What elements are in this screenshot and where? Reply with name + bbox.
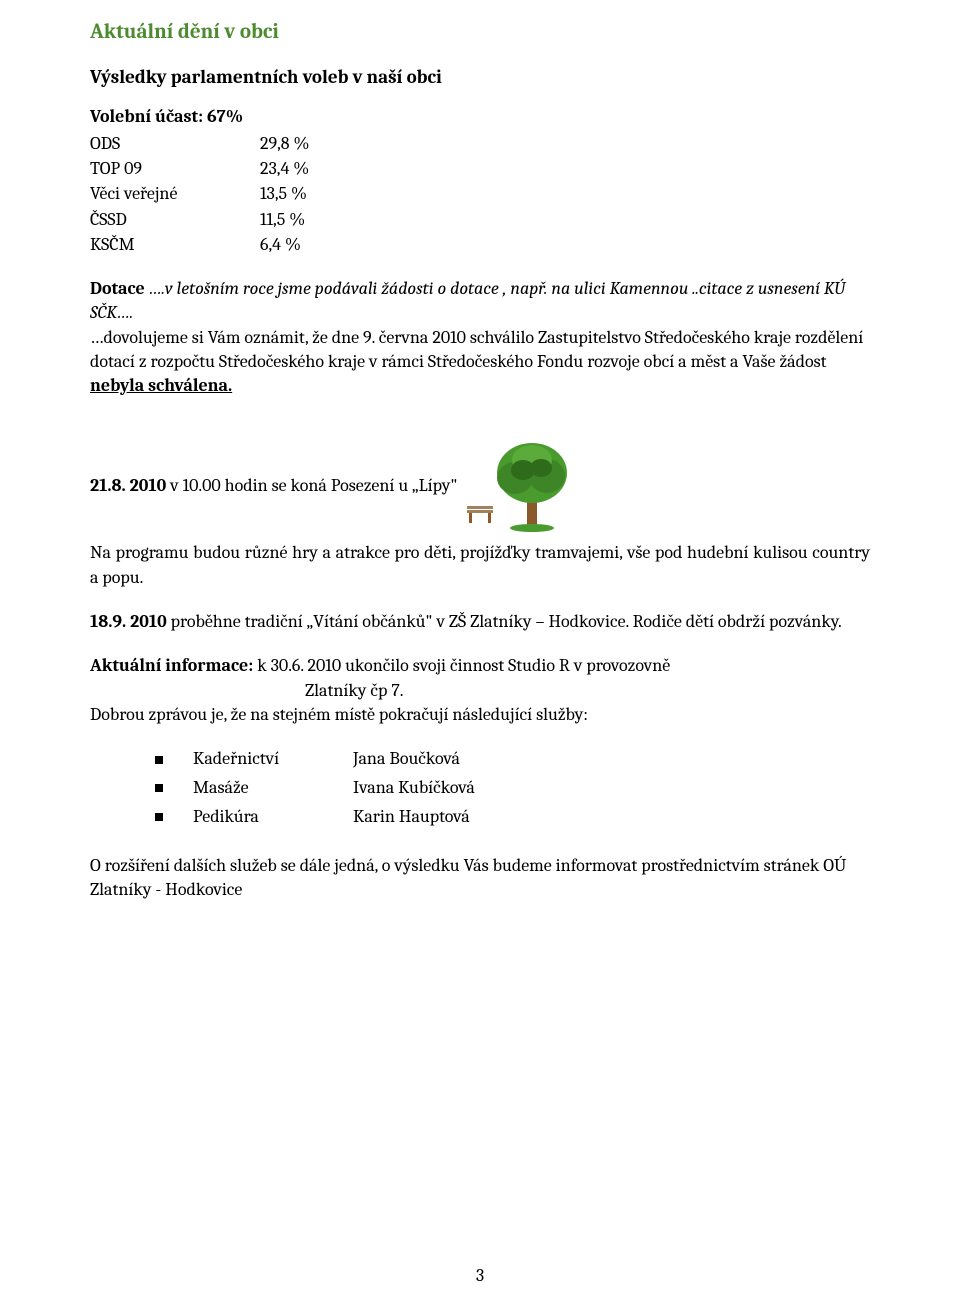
result-row: Věci veřejné 13,5 % (90, 181, 870, 206)
results-list: ODS 29,8 % TOP 09 23,4 % Věci veřejné 13… (90, 131, 870, 257)
service-name: Kadeřnictví (193, 745, 353, 774)
services-list: Kadeřnictví Jana Boučková Masáže Ivana K… (155, 745, 870, 831)
vitani-paragraph: 18.9. 2010 proběhne tradiční „Vítání obč… (90, 610, 870, 634)
service-person: Ivana Kubíčková (353, 774, 475, 803)
party-name: ČSSD (90, 207, 260, 232)
service-person: Karin Hauptová (353, 803, 470, 832)
result-row: TOP 09 23,4 % (90, 156, 870, 181)
result-row: ČSSD 11,5 % (90, 207, 870, 232)
party-pct: 6,4 % (260, 232, 301, 257)
dotace-label: Dotace (90, 278, 145, 299)
event-date: 21.8. 2010 (90, 475, 166, 496)
dotace-paragraph: Dotace ….v letošním roce jsme podávali ž… (90, 277, 870, 398)
info-line3: Dobrou zprávou je, že na stejném místě p… (90, 704, 588, 725)
dotace-body: …dovolujeme si Vám oznámit, že dne 9. če… (90, 327, 863, 372)
vitani-rest: proběhne tradiční „Vítání občánků" v ZŠ … (167, 611, 842, 632)
vitani-date: 18.9. 2010 (90, 611, 167, 632)
service-row: Pedikúra Karin Hauptová (155, 803, 870, 832)
info-line1: k 30.6. 2010 ukončilo svoji činnost Stud… (253, 655, 670, 676)
turnout-label: Volební účast: 67% (90, 106, 870, 127)
bullet-icon (155, 756, 163, 764)
service-row: Masáže Ivana Kubíčková (155, 774, 870, 803)
page-content: Aktuální dění v obci Výsledky parlamentn… (0, 0, 960, 1311)
info-label: Aktuální informace: (90, 655, 253, 676)
page-number: 3 (0, 1265, 960, 1286)
service-row: Kadeřnictví Jana Boučková (155, 745, 870, 774)
event-row: 21.8. 2010 v 10.00 hodin se koná Posezen… (90, 438, 870, 533)
party-name: TOP 09 (90, 156, 260, 181)
party-pct: 11,5 % (260, 207, 305, 232)
info-line2: Zlatníky čp 7. (305, 680, 404, 701)
dotace-intro: ….v letošním roce jsme podávali žádosti … (90, 278, 845, 323)
tree-icon (465, 438, 575, 533)
dotace-underline: nebyla schválena. (90, 375, 232, 396)
service-name: Masáže (193, 774, 353, 803)
party-name: Věci veřejné (90, 181, 260, 206)
party-name: KSČM (90, 232, 260, 257)
party-pct: 13,5 % (260, 181, 307, 206)
result-row: ODS 29,8 % (90, 131, 870, 156)
bullet-icon (155, 813, 163, 821)
result-row: KSČM 6,4 % (90, 232, 870, 257)
election-subtitle: Výsledky parlamentních voleb v naší obci (90, 66, 870, 88)
party-name: ODS (90, 131, 260, 156)
event-text: 21.8. 2010 v 10.00 hodin se koná Posezen… (90, 475, 457, 496)
event-rest: v 10.00 hodin se koná Posezení u „Lípy" (166, 475, 457, 496)
bullet-icon (155, 784, 163, 792)
program-paragraph: Na programu budou různé hry a atrakce pr… (90, 541, 870, 590)
party-pct: 23,4 % (260, 156, 309, 181)
closing-paragraph: O rozšíření dalších služeb se dále jedná… (90, 854, 870, 903)
service-name: Pedikúra (193, 803, 353, 832)
service-person: Jana Boučková (353, 745, 460, 774)
party-pct: 29,8 % (260, 131, 310, 156)
info-block: Aktuální informace: k 30.6. 2010 ukončil… (90, 654, 870, 727)
page-title: Aktuální dění v obci (90, 20, 870, 44)
